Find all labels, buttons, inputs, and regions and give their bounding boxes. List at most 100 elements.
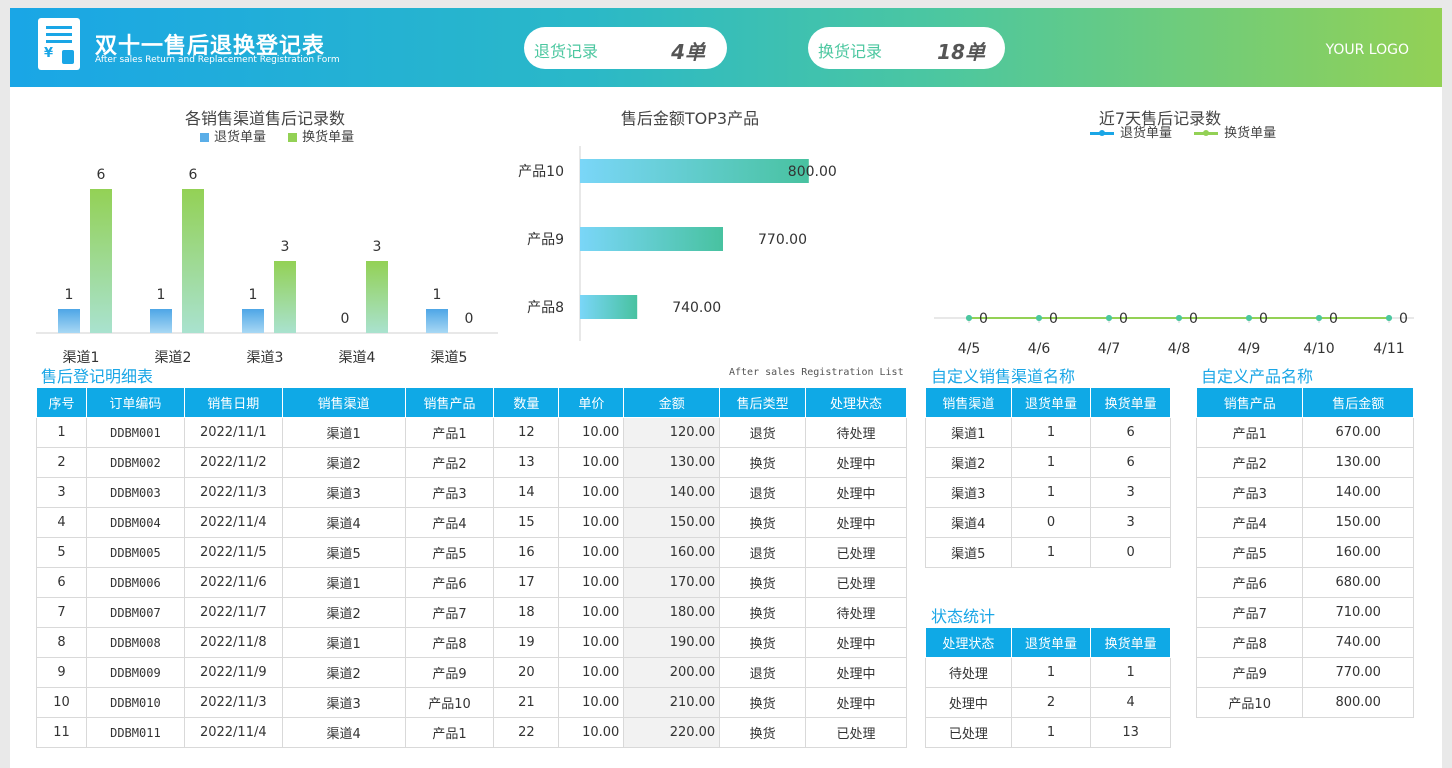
table-cell[interactable]: 产品6 (1195, 567, 1304, 598)
column-header[interactable]: 销售渠道 (281, 387, 406, 418)
table-cell[interactable]: 渠道4 (281, 717, 406, 748)
table-cell[interactable]: 1 (36, 417, 87, 448)
table-cell[interactable]: 换货 (719, 567, 807, 598)
table-cell[interactable]: 130.00 (1302, 447, 1414, 478)
table-cell[interactable]: 渠道1 (281, 417, 406, 448)
table-cell[interactable]: 10.00 (558, 477, 625, 508)
table-cell[interactable]: 770.00 (1302, 657, 1414, 688)
table-cell[interactable]: 6 (36, 567, 87, 598)
table-cell[interactable]: 处理中 (805, 447, 907, 478)
table-cell[interactable]: 产品7 (404, 597, 495, 628)
column-header[interactable]: 金额 (623, 387, 721, 418)
table-cell[interactable]: 2022/11/4 (183, 507, 283, 538)
table-cell[interactable]: 2 (1010, 687, 1092, 718)
table-cell[interactable]: DDBM010 (85, 687, 185, 718)
table-cell[interactable]: 10 (36, 687, 87, 718)
table-cell[interactable]: 4 (1090, 687, 1171, 718)
table-cell[interactable]: 16 (493, 537, 560, 568)
table-cell[interactable]: 13 (1090, 717, 1171, 748)
column-header[interactable]: 订单编码 (85, 387, 185, 418)
column-header[interactable]: 销售日期 (183, 387, 283, 418)
table-cell[interactable]: 1 (1010, 417, 1092, 448)
table-cell[interactable]: DDBM004 (85, 507, 185, 538)
table-cell[interactable]: 180.00 (623, 597, 721, 628)
table-cell[interactable]: 退货 (719, 417, 807, 448)
table-cell[interactable]: 渠道5 (281, 537, 406, 568)
table-cell[interactable]: 换货 (719, 627, 807, 658)
table-cell[interactable]: 2022/11/3 (183, 687, 283, 718)
table-cell[interactable]: 6 (1090, 447, 1171, 478)
table-cell[interactable]: 换货 (719, 687, 807, 718)
table-cell[interactable]: 2022/11/2 (183, 447, 283, 478)
table-cell[interactable]: DDBM008 (85, 627, 185, 658)
table-cell[interactable]: 产品1 (1195, 417, 1304, 448)
table-cell[interactable]: 680.00 (1302, 567, 1414, 598)
table-cell[interactable]: 待处理 (805, 417, 907, 448)
table-cell[interactable]: 2022/11/1 (183, 417, 283, 448)
table-cell[interactable]: 0 (1090, 537, 1171, 568)
table-cell[interactable]: 产品3 (404, 477, 495, 508)
table-cell[interactable]: 已处理 (805, 537, 907, 568)
table-cell[interactable]: DDBM002 (85, 447, 185, 478)
table-cell[interactable]: 13 (493, 447, 560, 478)
column-header[interactable]: 销售渠道 (925, 387, 1012, 418)
table-cell[interactable]: 1 (1010, 477, 1092, 508)
table-cell[interactable]: 产品9 (404, 657, 495, 688)
column-header[interactable]: 数量 (493, 387, 560, 418)
table-cell[interactable]: 已处理 (925, 717, 1012, 748)
table-cell[interactable]: 2022/11/7 (183, 597, 283, 628)
table-cell[interactable]: 670.00 (1302, 417, 1414, 448)
table-cell[interactable]: 产品7 (1195, 597, 1304, 628)
table-cell[interactable]: 处理中 (805, 657, 907, 688)
table-cell[interactable]: 换货 (719, 447, 807, 478)
column-header[interactable]: 销售产品 (1195, 387, 1304, 418)
table-cell[interactable]: 3 (36, 477, 87, 508)
table-cell[interactable]: 换货 (719, 597, 807, 628)
table-cell[interactable]: 160.00 (623, 537, 721, 568)
table-cell[interactable]: 渠道1 (281, 627, 406, 658)
table-cell[interactable]: 21 (493, 687, 560, 718)
table-cell[interactable]: 17 (493, 567, 560, 598)
table-cell[interactable]: 处理中 (805, 507, 907, 538)
table-cell[interactable]: 2022/11/6 (183, 567, 283, 598)
table-cell[interactable]: 5 (36, 537, 87, 568)
table-cell[interactable]: 处理中 (805, 477, 907, 508)
table-cell[interactable]: 处理中 (805, 687, 907, 718)
table-cell[interactable]: 10.00 (558, 627, 625, 658)
column-header[interactable]: 售后金额 (1302, 387, 1414, 418)
table-cell[interactable]: 800.00 (1302, 687, 1414, 718)
table-cell[interactable]: 产品4 (1195, 507, 1304, 538)
table-cell[interactable]: 10.00 (558, 417, 625, 448)
table-cell[interactable]: 已处理 (805, 567, 907, 598)
table-cell[interactable]: 渠道5 (925, 537, 1012, 568)
column-header[interactable]: 序号 (36, 387, 87, 418)
table-cell[interactable]: 产品2 (404, 447, 495, 478)
table-cell[interactable]: 产品9 (1195, 657, 1304, 688)
table-cell[interactable]: 产品3 (1195, 477, 1304, 508)
table-cell[interactable]: 1 (1010, 537, 1092, 568)
table-cell[interactable]: 8 (36, 627, 87, 658)
column-header[interactable]: 退货单量 (1010, 387, 1092, 418)
table-cell[interactable]: 14 (493, 477, 560, 508)
table-cell[interactable]: 210.00 (623, 687, 721, 718)
table-cell[interactable]: 190.00 (623, 627, 721, 658)
table-cell[interactable]: 120.00 (623, 417, 721, 448)
column-header[interactable]: 单价 (558, 387, 625, 418)
table-cell[interactable]: DDBM003 (85, 477, 185, 508)
table-cell[interactable]: 20 (493, 657, 560, 688)
table-cell[interactable]: 2022/11/4 (183, 717, 283, 748)
table-cell[interactable]: 退货 (719, 537, 807, 568)
table-cell[interactable]: 200.00 (623, 657, 721, 688)
table-cell[interactable]: 渠道2 (925, 447, 1012, 478)
table-cell[interactable]: DDBM001 (85, 417, 185, 448)
table-cell[interactable]: 产品5 (1195, 537, 1304, 568)
table-cell[interactable]: 处理中 (805, 627, 907, 658)
table-cell[interactable]: 11 (36, 717, 87, 748)
table-cell[interactable]: 渠道3 (281, 477, 406, 508)
table-cell[interactable]: 12 (493, 417, 560, 448)
table-cell[interactable]: 7 (36, 597, 87, 628)
table-cell[interactable]: 退货 (719, 657, 807, 688)
table-cell[interactable]: 19 (493, 627, 560, 658)
table-cell[interactable]: 产品10 (1195, 687, 1304, 718)
table-cell[interactable]: DDBM007 (85, 597, 185, 628)
